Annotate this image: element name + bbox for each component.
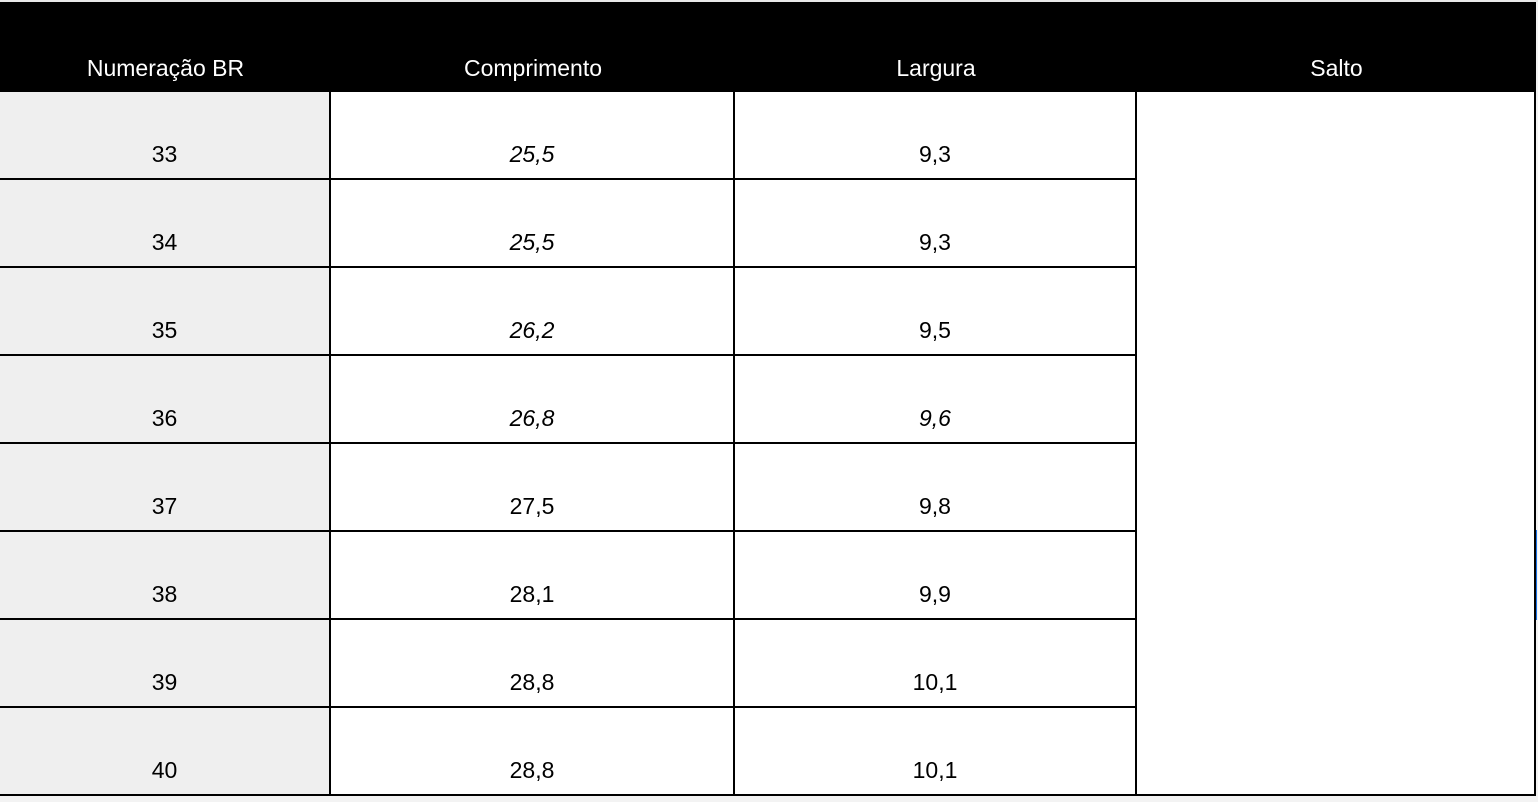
table-cell: 34	[0, 180, 331, 268]
table-cell: 9,9	[735, 532, 1137, 620]
table-cell: 26,8	[331, 356, 735, 444]
table-cell: 27,5	[331, 444, 735, 532]
table-cell: 9,5	[735, 268, 1137, 356]
table-cell: 38	[0, 532, 331, 620]
top-strip	[0, 0, 1538, 2]
column-header: Comprimento	[331, 2, 735, 92]
table-cell: 9,3	[735, 180, 1137, 268]
table-cell: 25,5	[331, 180, 735, 268]
table-cell: 28,8	[331, 620, 735, 708]
table-cell: 9,3	[735, 92, 1137, 180]
table-cell: 9,6	[735, 356, 1137, 444]
table-cell: 39	[0, 620, 331, 708]
table-cell: 10,1	[735, 708, 1137, 796]
column-header: Numeração BR	[0, 2, 331, 92]
table-cell: 9,8	[735, 444, 1137, 532]
table-cell: 36	[0, 356, 331, 444]
table-cell: 26,2	[331, 268, 735, 356]
table-cell: 28,8	[331, 708, 735, 796]
merged-cell	[1137, 92, 1536, 796]
column-header: Salto	[1137, 2, 1536, 92]
table-cell: 28,1	[331, 532, 735, 620]
table-cell: 33	[0, 92, 331, 180]
table-cell: 10,1	[735, 620, 1137, 708]
table-cell: 40	[0, 708, 331, 796]
table-cell: 35	[0, 268, 331, 356]
column-header: Largura	[735, 2, 1137, 92]
table-cell: 37	[0, 444, 331, 532]
table-cell: 25,5	[331, 92, 735, 180]
